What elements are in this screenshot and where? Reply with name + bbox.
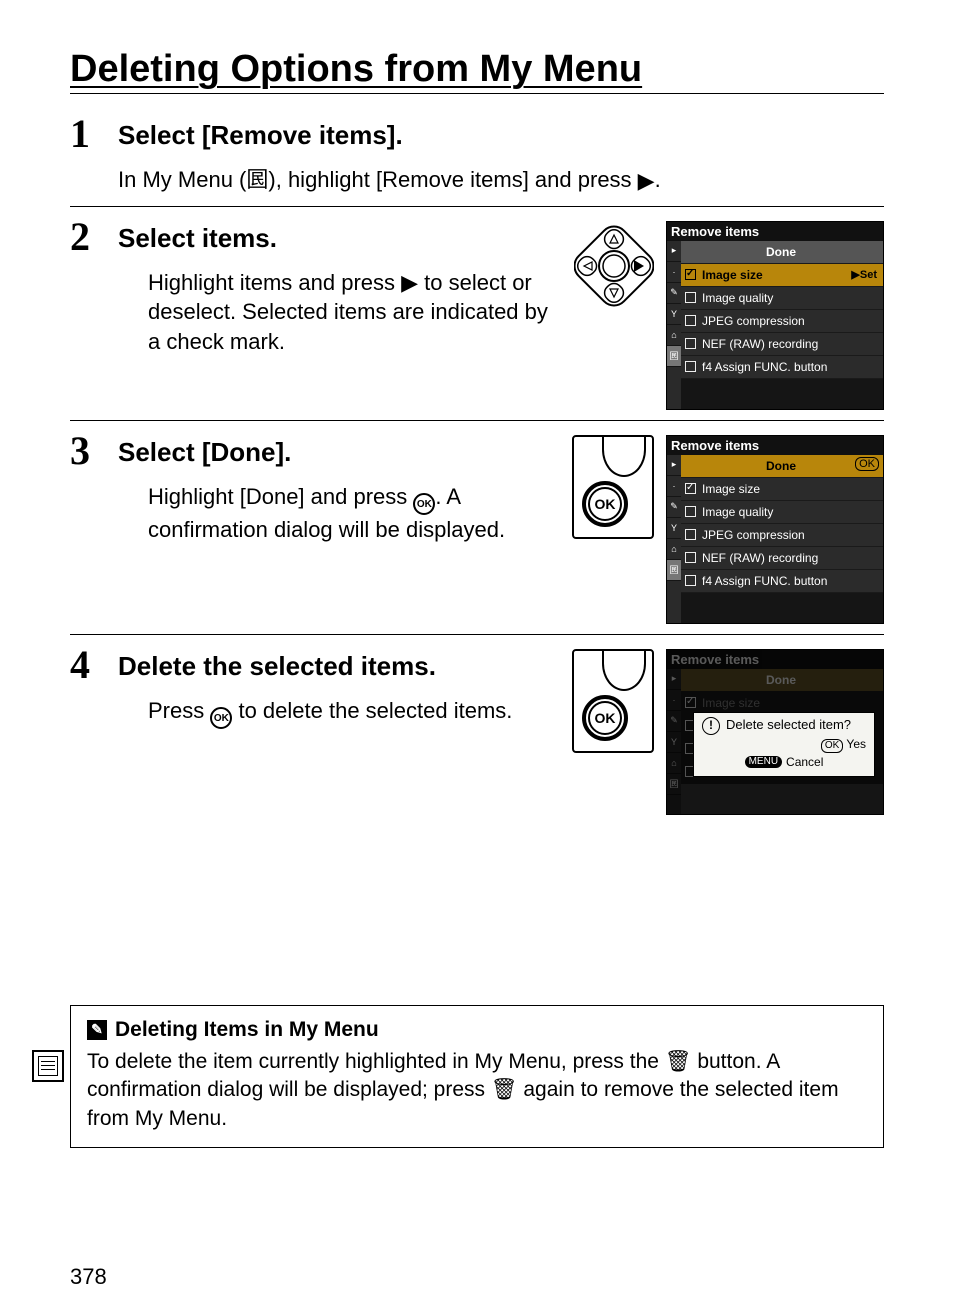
ok-button-diagram: OK [572, 649, 654, 753]
item-label: Image size [702, 696, 760, 710]
checkbox-icon [685, 292, 696, 303]
step-1: 1 Select [Remove items]. In My Menu (囻),… [70, 104, 884, 196]
set-tag: ▶Set [851, 268, 877, 281]
menu-tag: MENU [745, 756, 782, 768]
warning-icon: ! [702, 717, 720, 735]
right-triangle-icon: ▶ [638, 166, 655, 196]
ok-tag: OK [855, 457, 879, 471]
trash-icon: 🗑 [491, 1078, 518, 1101]
checkbox-icon [685, 552, 696, 563]
mymenu-icon: 囻 [246, 167, 268, 192]
page-title: Deleting Options from My Menu [70, 48, 884, 94]
dialog-yes: Yes [846, 737, 866, 751]
step-heading: Select [Done]. [118, 437, 556, 468]
note-box: ✎ Deleting Items in My Menu To delete th… [70, 1005, 884, 1148]
checkbox-icon [685, 483, 696, 494]
text: In My Menu ( [118, 167, 246, 192]
item-label: Image quality [702, 291, 773, 305]
dpad-icon [574, 221, 654, 311]
screen-tabs: ▸·✎ Y⌂囻 [667, 455, 681, 623]
screen-tabs: ▸·✎ Y⌂囻 [667, 669, 681, 814]
step-desc: Highlight [Done] and press OK. A confirm… [118, 482, 556, 545]
dialog-question: Delete selected item? [726, 717, 851, 734]
item-label: Image size [702, 268, 763, 282]
list-item: f4 Assign FUNC. button [681, 570, 883, 593]
text: ), highlight [Remove items] and press [268, 167, 637, 192]
list-item: NEF (RAW) recording [681, 333, 883, 356]
camera-screen: Remove items ▸·✎ Y⌂囻 Done OK Image size [666, 435, 884, 624]
list-item: Image size [681, 478, 883, 501]
step-4: 4 Delete the selected items. Press OK to… [70, 634, 884, 815]
text: . [655, 167, 661, 192]
checkbox-icon [685, 529, 696, 540]
camera-screen: Remove items ▸·✎ Y⌂囻 Done Image size f4 … [666, 649, 884, 815]
list-item: Image quality [681, 501, 883, 524]
list-item: f4 Assign FUNC. button [681, 356, 883, 379]
done-label: Done [766, 245, 796, 259]
list-item: JPEG compression [681, 310, 883, 333]
ok-label: OK [588, 701, 622, 735]
screen-header: Remove items [671, 438, 759, 453]
step-desc: In My Menu (囻), highlight [Remove items]… [118, 165, 884, 196]
list-item: Image quality [681, 287, 883, 310]
step-heading: Select items. [118, 223, 558, 254]
screen-list: Done OK Image size Image quality JPEG co… [681, 455, 883, 623]
item-label: Image quality [702, 505, 773, 519]
ok-icon: OK [210, 707, 232, 729]
list-item: NEF (RAW) recording [681, 547, 883, 570]
text: To delete the item currently highlighted… [87, 1050, 665, 1073]
step-number: 4 [70, 645, 118, 815]
item-label: f4 Assign FUNC. button [702, 574, 827, 588]
screen-header: Remove items [671, 224, 759, 239]
text: to delete the selected items. [232, 698, 512, 723]
dialog-cancel: Cancel [786, 755, 823, 771]
step-heading: Select [Remove items]. [118, 120, 884, 151]
item-label: NEF (RAW) recording [702, 337, 818, 351]
page-number: 378 [70, 1264, 107, 1290]
ok-label: OK [588, 487, 622, 521]
checkbox-icon [685, 361, 696, 372]
done-label: Done [766, 673, 796, 687]
confirm-dialog: ! Delete selected item? OK Yes MENU Canc… [693, 712, 875, 778]
checkbox-icon [685, 575, 696, 586]
section-marker-icon [32, 1050, 64, 1082]
item-label: JPEG compression [702, 528, 805, 542]
pencil-icon: ✎ [87, 1020, 107, 1040]
step-heading: Delete the selected items. [118, 651, 556, 682]
step-number: 2 [70, 217, 118, 410]
trash-icon: 🗑 [665, 1050, 692, 1073]
item-label: Image size [702, 482, 760, 496]
note-title: Deleting Items in My Menu [115, 1016, 379, 1044]
checkbox-icon [685, 506, 696, 517]
ok-tag: OK [821, 739, 843, 753]
step-desc: Press OK to delete the selected items. [118, 696, 556, 730]
done-label: Done [766, 459, 796, 473]
list-item: Image size ▶Set [681, 264, 883, 287]
text: Highlight [Done] and press [148, 484, 413, 509]
step-number: 3 [70, 431, 118, 624]
step-3: 3 Select [Done]. Highlight [Done] and pr… [70, 420, 884, 624]
list-item: JPEG compression [681, 524, 883, 547]
camera-screen: Remove items ▸·✎ Y⌂囻 Done Im [666, 221, 884, 410]
manual-page: Deleting Options from My Menu 1 Select [… [0, 0, 954, 1314]
checkbox-icon [685, 697, 696, 708]
note-body: To delete the item currently highlighted… [87, 1048, 867, 1133]
text: Press [148, 698, 210, 723]
screen-list: Done Image size ▶Set Image quality JPEG … [681, 241, 883, 409]
step-2: 2 Select items. Highlight items and pres… [70, 206, 884, 410]
checkbox-icon [685, 338, 696, 349]
checkbox-icon [685, 269, 696, 280]
step-desc: Highlight items and press ▶ to select or… [118, 268, 558, 357]
item-label: NEF (RAW) recording [702, 551, 818, 565]
checkbox-icon [685, 315, 696, 326]
item-label: f4 Assign FUNC. button [702, 360, 827, 374]
ok-icon: OK [413, 493, 435, 515]
screen-header: Remove items [671, 652, 759, 667]
ok-button-diagram: OK [572, 435, 654, 539]
step-number: 1 [70, 114, 118, 196]
screen-tabs: ▸·✎ Y⌂囻 [667, 241, 681, 409]
item-label: JPEG compression [702, 314, 805, 328]
